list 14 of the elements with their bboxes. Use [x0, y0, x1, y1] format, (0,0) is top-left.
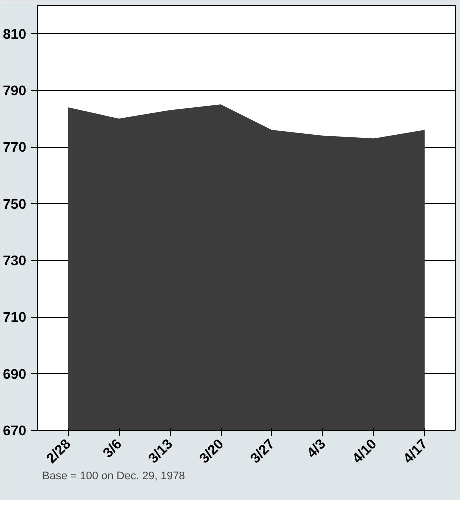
x-tick-label: 4/3: [304, 436, 329, 461]
y-tick-label: 770: [3, 139, 27, 156]
y-tick-label: 790: [3, 82, 27, 98]
y-tick-label: 810: [3, 26, 27, 42]
y-tick-label: 710: [3, 309, 27, 326]
text: Base = 100 on Dec. 29, 1978: [42, 470, 186, 482]
y-tick-label: 750: [3, 196, 27, 212]
x-tick-label: 3/6: [100, 436, 125, 461]
x-tick-label: 4/10: [349, 436, 380, 466]
y-tick-label: 670: [3, 422, 27, 438]
y-tick-label: 690: [3, 366, 27, 382]
x-tick-label: 3/20: [196, 436, 227, 466]
x-tick-label: 3/13: [145, 436, 176, 466]
y-tick-label: 730: [3, 252, 27, 268]
